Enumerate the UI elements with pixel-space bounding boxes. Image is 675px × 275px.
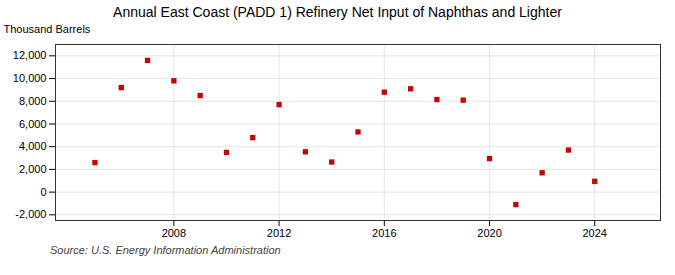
svg-text:2008: 2008 — [162, 227, 186, 239]
svg-text:8,000: 8,000 — [19, 95, 47, 107]
svg-text:2016: 2016 — [372, 227, 396, 239]
svg-text:Thousand Barrels: Thousand Barrels — [4, 23, 91, 35]
html-text:Annual East Coast (PADD 1) Ref: Annual East Coast (PADD 1) Refinery Net … — [113, 4, 562, 20]
svg-text:6,000: 6,000 — [19, 118, 47, 130]
svg-text:10,000: 10,000 — [13, 72, 47, 84]
svg-text:2012: 2012 — [267, 227, 291, 239]
svg-text:2024: 2024 — [582, 227, 606, 239]
svg-text:-2,000: -2,000 — [15, 208, 46, 220]
svg-text:2,000: 2,000 — [19, 163, 47, 175]
svg-text:4,000: 4,000 — [19, 140, 47, 152]
svg-text:0: 0 — [40, 186, 46, 198]
svg-text:12,000: 12,000 — [13, 49, 47, 61]
html-text:Source: U.S. Energy Informatio: Source: U.S. Energy Information Administ… — [50, 244, 281, 256]
svg-text:2020: 2020 — [477, 227, 501, 239]
